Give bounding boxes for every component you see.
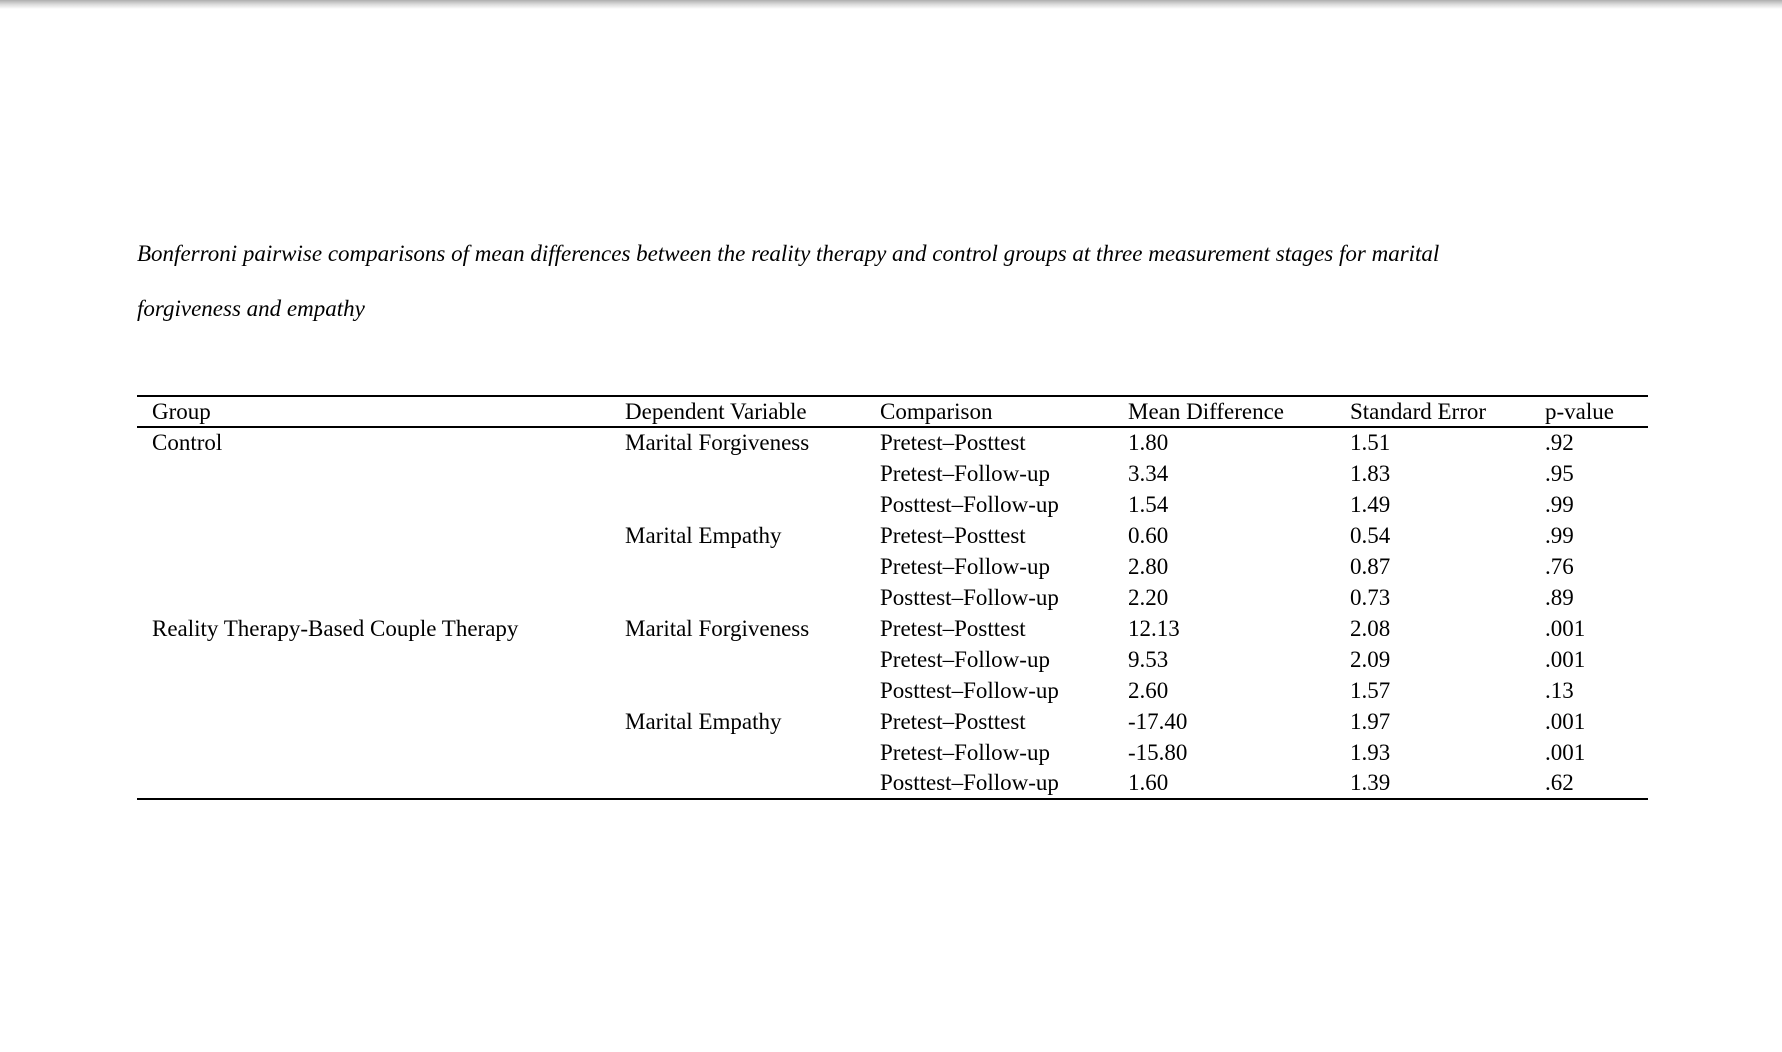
cell-mean-difference: 3.34	[1128, 460, 1169, 486]
column-header-group: Group	[137, 396, 625, 428]
table-row: Pretest–Follow-up -15.80 1.93 .001	[137, 737, 1648, 768]
cell-group	[137, 706, 625, 737]
cell-group	[137, 675, 625, 706]
cell-mean-difference: 2.20	[1128, 584, 1169, 610]
cell-group	[137, 737, 625, 768]
cell-dependent-variable: Marital Forgiveness	[625, 430, 810, 455]
cell-dependent-variable	[625, 582, 880, 613]
column-header-comparison: Comparison	[880, 396, 1128, 428]
cell-mean-difference: 1.54	[1128, 491, 1169, 517]
column-header-mean-difference: Mean Difference	[1128, 396, 1350, 428]
cell-dependent-variable: Marital Empathy	[625, 708, 782, 734]
cell-comparison: Pretest–Follow-up	[880, 460, 1050, 486]
cell-standard-error: 1.57	[1350, 677, 1391, 703]
cell-group	[137, 551, 625, 582]
cell-dependent-variable: Marital Forgiveness	[625, 615, 810, 641]
cell-p-value: .76	[1545, 553, 1574, 579]
table-row: Posttest–Follow-up 2.20 0.73 .89	[137, 582, 1648, 613]
cell-comparison: Posttest–Follow-up	[880, 770, 1059, 795]
cell-comparison: Pretest–Posttest	[880, 708, 1026, 734]
table-caption-line-2: forgiveness and empathy	[137, 296, 365, 321]
cell-standard-error: 1.83	[1350, 460, 1391, 486]
cell-p-value: .001	[1545, 708, 1586, 734]
cell-dependent-variable	[625, 458, 880, 489]
cell-standard-error: 0.73	[1350, 584, 1391, 610]
cell-mean-difference: 2.60	[1128, 677, 1169, 703]
table-row: Control Marital Forgiveness Pretest–Post…	[137, 427, 1648, 458]
cell-standard-error: 1.93	[1350, 739, 1391, 765]
cell-p-value: .001	[1545, 739, 1586, 765]
cell-standard-error: 2.08	[1350, 615, 1391, 641]
cell-standard-error: 0.54	[1350, 522, 1391, 548]
column-header-standard-error: Standard Error	[1350, 396, 1545, 428]
cell-comparison: Posttest–Follow-up	[880, 491, 1059, 517]
column-header-dependent-variable: Dependent Variable	[625, 396, 880, 428]
cell-mean-difference: 9.53	[1128, 646, 1169, 672]
cell-group	[137, 582, 625, 613]
cell-p-value: .99	[1545, 491, 1574, 517]
cell-dependent-variable	[625, 768, 880, 799]
column-header-p-value: p-value	[1545, 396, 1648, 428]
cell-dependent-variable	[625, 737, 880, 768]
cell-mean-difference: 1.60	[1128, 770, 1169, 795]
cell-comparison: Pretest–Follow-up	[880, 646, 1050, 672]
table-row: Pretest–Follow-up 9.53 2.09 .001	[137, 644, 1648, 675]
cell-dependent-variable	[625, 489, 880, 520]
cell-comparison: Pretest–Posttest	[880, 430, 1026, 455]
cell-standard-error: 1.49	[1350, 491, 1391, 517]
cell-p-value: .99	[1545, 522, 1574, 548]
cell-dependent-variable	[625, 675, 880, 706]
cell-mean-difference: 1.80	[1128, 430, 1169, 455]
table-row: Marital Empathy Pretest–Posttest 0.60 0.…	[137, 520, 1648, 551]
cell-standard-error: 2.09	[1350, 646, 1391, 672]
table-caption: Bonferroni pairwise comparisons of mean …	[137, 241, 1697, 322]
cell-standard-error: 0.87	[1350, 553, 1391, 579]
cell-comparison: Pretest–Posttest	[880, 615, 1026, 641]
cell-group: Control	[152, 430, 223, 455]
table-row: Pretest–Follow-up 3.34 1.83 .95	[137, 458, 1648, 489]
cell-comparison: Pretest–Follow-up	[880, 553, 1050, 579]
cell-standard-error: 1.39	[1350, 770, 1391, 795]
cell-p-value: .62	[1545, 770, 1574, 795]
cell-group	[137, 458, 625, 489]
cell-p-value: .89	[1545, 584, 1574, 610]
cell-comparison: Pretest–Posttest	[880, 522, 1026, 548]
cell-comparison: Posttest–Follow-up	[880, 584, 1059, 610]
cell-comparison: Posttest–Follow-up	[880, 677, 1059, 703]
cell-dependent-variable	[625, 551, 880, 582]
cell-p-value: .001	[1545, 646, 1586, 672]
cell-group: Reality Therapy-Based Couple Therapy	[152, 615, 519, 641]
cell-p-value: .001	[1545, 615, 1586, 641]
table-row: Posttest–Follow-up 2.60 1.57 .13	[137, 675, 1648, 706]
cell-p-value: .95	[1545, 460, 1574, 486]
cell-standard-error: 1.97	[1350, 708, 1391, 734]
table-row: Marital Empathy Pretest–Posttest -17.40 …	[137, 706, 1648, 737]
table-row: Posttest–Follow-up 1.54 1.49 .99	[137, 489, 1648, 520]
cell-group	[137, 520, 625, 551]
cell-group	[137, 644, 625, 675]
cell-dependent-variable	[625, 644, 880, 675]
cell-mean-difference: 2.80	[1128, 553, 1169, 579]
toolbar-shadow	[0, 0, 1782, 9]
cell-mean-difference: 12.13	[1128, 615, 1180, 641]
cell-p-value: .13	[1545, 677, 1574, 703]
cell-comparison: Pretest–Follow-up	[880, 739, 1050, 765]
cell-dependent-variable: Marital Empathy	[625, 522, 782, 548]
cell-standard-error: 1.51	[1350, 430, 1391, 455]
cell-mean-difference: 0.60	[1128, 522, 1169, 548]
table-caption-line-1: Bonferroni pairwise comparisons of mean …	[137, 241, 1440, 266]
cell-p-value: .92	[1545, 430, 1574, 455]
cell-group	[137, 489, 625, 520]
table-body: Control Marital Forgiveness Pretest–Post…	[137, 427, 1648, 799]
cell-mean-difference: -15.80	[1128, 739, 1188, 765]
cell-mean-difference: -17.40	[1128, 708, 1188, 734]
table-row: Posttest–Follow-up 1.60 1.39 .62	[137, 768, 1648, 799]
table-header-row: Group Dependent Variable Comparison Mean…	[137, 396, 1648, 428]
cell-group	[137, 768, 625, 799]
comparisons-table: Group Dependent Variable Comparison Mean…	[137, 395, 1648, 800]
table-row: Reality Therapy-Based Couple Therapy Mar…	[137, 613, 1648, 644]
table-row: Pretest–Follow-up 2.80 0.87 .76	[137, 551, 1648, 582]
